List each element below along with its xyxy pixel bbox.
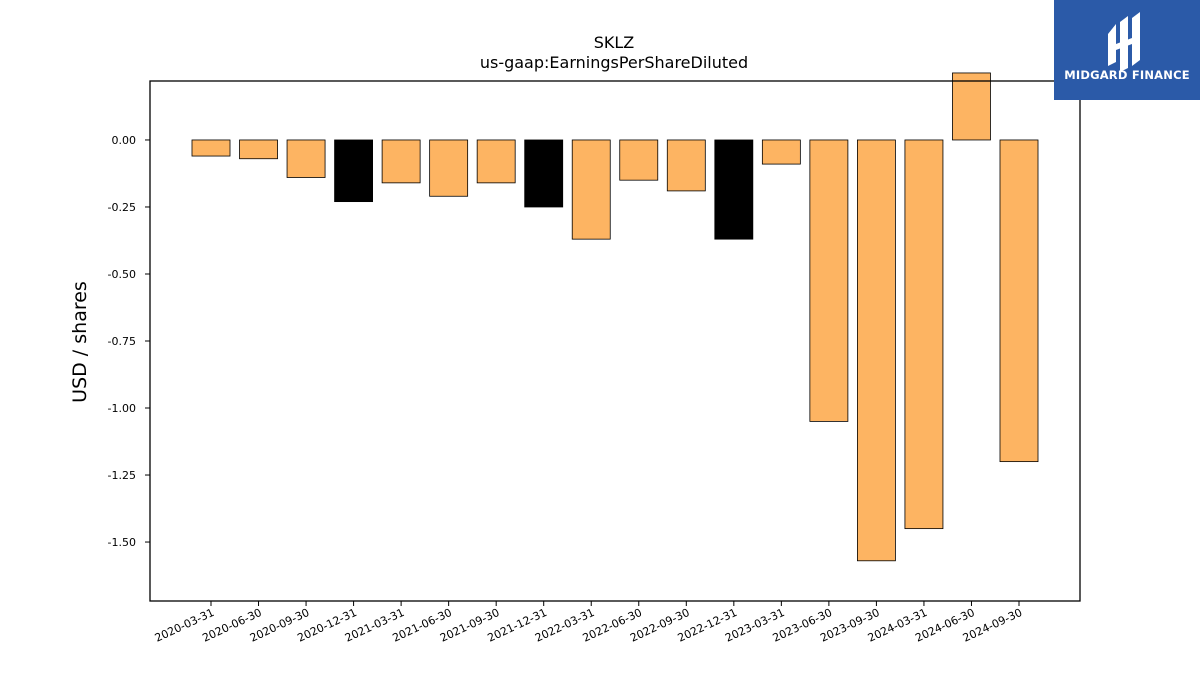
y-tick-label: -0.50: [108, 268, 136, 281]
y-tick-label: -0.25: [108, 201, 136, 214]
y-tick-label: -0.75: [108, 335, 136, 348]
midgard-logo-icon: [1108, 12, 1140, 72]
bar-2022-09-30: [666, 139, 706, 192]
bar-2021-12-31: [524, 139, 564, 208]
chart-title: SKLZ: [594, 33, 635, 52]
bar-2020-09-30: [286, 139, 326, 178]
y-axis: 0.00 -0.25 -0.50 -0.75 -1.00 -1.25 -1.50: [108, 134, 150, 549]
y-tick-label: 0.00: [112, 134, 137, 147]
y-axis-label: USD / shares: [69, 281, 91, 403]
bar-2020-12-31: [334, 139, 373, 203]
bar-2023-09-30: [857, 139, 896, 562]
y-tick-label: -1.25: [108, 469, 136, 482]
bar-2021-03-31: [381, 139, 421, 184]
bar-2024-06-30: [952, 72, 991, 141]
bar-2020-06-30: [239, 139, 278, 160]
bars-group: [191, 72, 1039, 562]
bar-2023-03-31: [761, 139, 801, 165]
y-tick-label: -1.00: [108, 402, 136, 415]
chart-subtitle: us-gaap:EarningsPerShareDiluted: [480, 53, 748, 72]
bar-2022-12-31: [714, 139, 754, 240]
x-axis: 2020-03-312020-06-302020-09-302020-12-31…: [153, 601, 1024, 645]
plot-frame: [149, 80, 1081, 602]
bar-2021-06-30: [429, 139, 469, 197]
bar-2022-03-31: [571, 139, 611, 240]
bar-2021-09-30: [476, 139, 516, 184]
bar-2024-03-31: [904, 139, 944, 530]
bar-2023-06-30: [809, 139, 849, 422]
logo-text: MIDGARD FINANCE: [1064, 68, 1190, 82]
y-tick-label: -1.50: [108, 536, 136, 549]
midgard-finance-logo: MIDGARD FINANCE: [1054, 0, 1200, 100]
bar-2024-09-30: [999, 139, 1039, 463]
bar-2022-06-30: [619, 139, 659, 181]
bar-2020-03-31: [191, 139, 231, 157]
